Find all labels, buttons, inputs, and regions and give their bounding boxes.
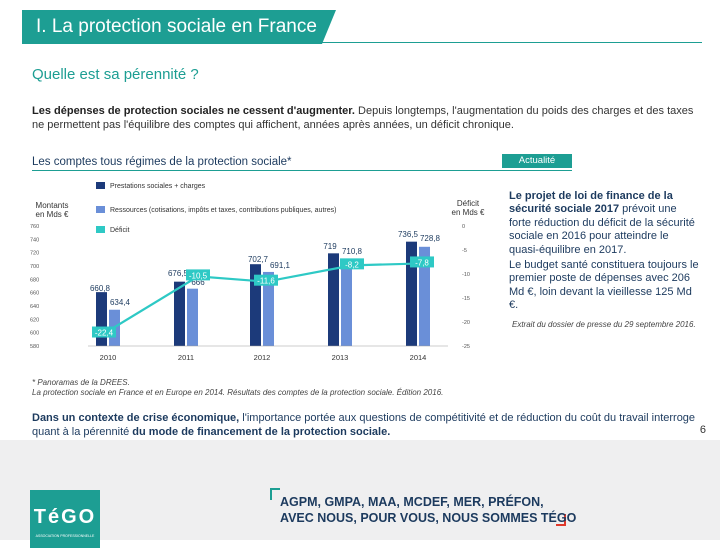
bar-prestations bbox=[406, 241, 417, 346]
left-tick-label: 620 bbox=[30, 317, 39, 323]
chart-header: Les comptes tous régimes de la protectio… bbox=[32, 156, 292, 168]
category-label: 2010 bbox=[100, 353, 117, 362]
left-tick-label: 740 bbox=[30, 237, 39, 243]
bracket-decoration-left bbox=[270, 488, 280, 500]
legend-swatch bbox=[96, 206, 105, 213]
legend-label: Ressources (cotisations, impôts et taxes… bbox=[110, 207, 336, 214]
left-axis-label: Montants bbox=[36, 201, 69, 210]
left-tick-label: 640 bbox=[30, 304, 39, 310]
deficit-value-label: -7,8 bbox=[415, 258, 429, 267]
ressources-value-label: 691,1 bbox=[270, 261, 291, 270]
right-tick-label: -10 bbox=[462, 272, 470, 278]
actualite-badge: Actualité bbox=[502, 154, 572, 168]
ressources-value-label: 728,8 bbox=[420, 234, 441, 243]
title-underline bbox=[22, 42, 702, 43]
page-number: 6 bbox=[699, 424, 706, 436]
bar-ressources bbox=[341, 258, 352, 346]
right-tick-label: -25 bbox=[462, 344, 470, 350]
ressources-value-label: 710,8 bbox=[342, 247, 363, 256]
right-tick-label: -5 bbox=[462, 248, 467, 254]
footnote: * Panoramas de la DREES. La protection s… bbox=[32, 378, 444, 397]
chart-header-rule bbox=[32, 170, 572, 171]
aside-text: Le projet de loi de finance de la sécuri… bbox=[509, 190, 699, 312]
bar-ressources bbox=[187, 288, 198, 346]
legend-label: Déficit bbox=[110, 227, 130, 234]
deficit-label-box bbox=[340, 258, 364, 270]
left-axis-label-unit: en Mds € bbox=[36, 210, 69, 219]
footer bbox=[0, 440, 720, 540]
deficit-label-box bbox=[92, 326, 116, 338]
right-axis-label-unit: en Mds € bbox=[452, 208, 485, 217]
deficit-label-box bbox=[254, 274, 278, 286]
intro-paragraph: Les dépenses de protection sociales ne c… bbox=[32, 105, 694, 131]
bar-prestations bbox=[96, 292, 107, 346]
left-tick-label: 660 bbox=[30, 291, 39, 297]
category-label: 2012 bbox=[254, 353, 271, 362]
bar-ressources bbox=[263, 271, 274, 346]
left-tick-label: 600 bbox=[30, 331, 39, 337]
bar-prestations bbox=[328, 253, 339, 346]
deficit-value-label: -8,2 bbox=[345, 260, 359, 269]
bar-ressources bbox=[419, 246, 430, 346]
page-title: I. La protection sociale en France bbox=[22, 10, 336, 44]
category-label: 2013 bbox=[332, 353, 349, 362]
deficit-value-label: -10,5 bbox=[189, 271, 208, 280]
deficit-value-label: -22,4 bbox=[95, 329, 114, 338]
legend-label: Prestations sociales + charges bbox=[110, 183, 206, 190]
right-axis-label: Déficit bbox=[457, 199, 480, 208]
right-tick-label: -15 bbox=[462, 296, 470, 302]
left-tick-label: 720 bbox=[30, 251, 39, 257]
left-tick-label: 700 bbox=[30, 264, 39, 270]
bar-prestations bbox=[174, 281, 185, 346]
legend-swatch bbox=[96, 182, 105, 189]
ressources-value-label: 666 bbox=[191, 278, 205, 287]
footer-tagline: AGPM, GMPA, MAA, MCDEF, MER, PRÉFON, AVE… bbox=[280, 495, 577, 525]
right-tick-label: -20 bbox=[462, 320, 470, 326]
left-tick-label: 760 bbox=[30, 224, 39, 230]
prestations-value-label: 736,5 bbox=[398, 230, 419, 239]
bracket-decoration-right bbox=[556, 514, 566, 526]
category-label: 2011 bbox=[178, 353, 194, 362]
category-label: 2014 bbox=[410, 353, 427, 362]
prestations-value-label: 702,7 bbox=[248, 255, 269, 264]
aside-source-note: Extrait du dossier de presse du 29 septe… bbox=[512, 320, 696, 329]
deficit-label-box bbox=[186, 269, 210, 281]
prestations-value-label: 676,5 bbox=[168, 269, 189, 278]
right-tick-label: 0 bbox=[462, 224, 465, 230]
prestations-value-label: 719 bbox=[323, 242, 337, 251]
section-question: Quelle est sa pérennité ? bbox=[32, 66, 199, 83]
deficit-value-label: -11,6 bbox=[257, 277, 275, 286]
bar-prestations bbox=[250, 264, 261, 346]
conclusion-paragraph: Dans un contexte de crise économique, l'… bbox=[32, 412, 696, 438]
deficit-label-box bbox=[410, 256, 434, 268]
ressources-value-label: 634,4 bbox=[110, 298, 131, 307]
tego-logo: TéGO ASSOCIATION PROFESSIONNELLE bbox=[30, 490, 100, 548]
left-tick-label: 680 bbox=[30, 277, 39, 283]
prestations-value-label: 660,8 bbox=[90, 284, 111, 293]
legend-swatch bbox=[96, 226, 105, 233]
left-tick-label: 580 bbox=[30, 344, 39, 350]
